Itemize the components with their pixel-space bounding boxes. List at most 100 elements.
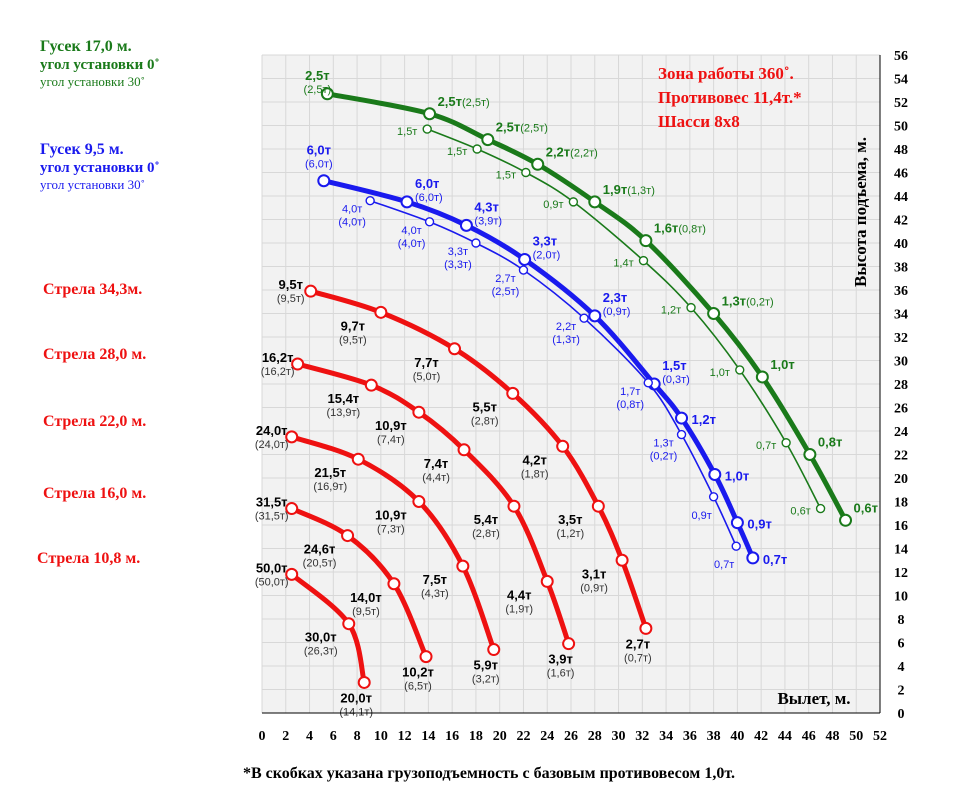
- point-load-sublabel: (3,9т): [474, 215, 502, 227]
- point-load-sublabel: (0,2т): [746, 297, 774, 309]
- point-load-label: 2,7т: [495, 273, 515, 285]
- data-point: [457, 443, 471, 457]
- point-load-sublabel: (0,2т): [650, 451, 678, 463]
- y-tick-label: 12: [894, 566, 908, 581]
- data-point: [365, 195, 375, 206]
- x-tick-label: 38: [707, 729, 721, 744]
- point-load-label: 1,5т: [496, 170, 516, 182]
- point-load-sublabel: (2,5т): [304, 84, 332, 96]
- point-load-label: 16,2т: [262, 350, 294, 365]
- legend-jib17-angle30: угол установки 30˚: [40, 74, 145, 90]
- x-tick-label: 16: [445, 729, 459, 744]
- x-tick-label: 6: [330, 729, 337, 744]
- point-load-sublabel: (0,7т): [624, 652, 652, 664]
- y-tick-label: 8: [898, 613, 905, 628]
- x-tick-label: 50: [849, 729, 863, 744]
- data-point: [707, 307, 721, 320]
- data-point: [521, 167, 531, 178]
- legend-boom108: Стрела 10,8 м.: [37, 550, 141, 567]
- data-point: [708, 492, 719, 502]
- legend-boom343: Стрела 34,3м.: [43, 281, 143, 298]
- x-tick-label: 48: [825, 729, 839, 744]
- data-point: [456, 559, 470, 573]
- data-point: [291, 357, 305, 371]
- data-point: [803, 448, 817, 461]
- point-load-sublabel: (0,8т): [678, 224, 706, 236]
- point-load-label: 30,0т: [305, 630, 337, 645]
- data-point: [351, 452, 365, 466]
- point-load-label: 1,2т: [661, 305, 681, 317]
- point-load-sublabel: (1,3т): [552, 334, 580, 346]
- x-axis-label: Вылет, м.: [777, 689, 850, 708]
- point-load-label: 5,9т: [474, 658, 498, 673]
- legend-jib95-angle30: угол установки 30˚: [40, 177, 145, 193]
- point-load-sublabel: (9,5т): [352, 606, 380, 618]
- series-line-7: [326, 91, 848, 522]
- x-tick-label: 14: [421, 729, 435, 744]
- y-tick-label: 32: [894, 331, 908, 346]
- point-load-label: 2,3т (0,9т): [603, 290, 631, 318]
- data-point: [320, 87, 334, 101]
- point-load-sublabel: (2,8т): [472, 528, 500, 540]
- point-load-label: 1,5т: [397, 126, 417, 138]
- chart-axes: 0 2 4 6 8 10 12 14 16 18 20 22 24 26 28 30 32 34 36 38 40 42 4…: [259, 49, 909, 744]
- point-load-sublabel: (2,2т): [570, 147, 598, 159]
- y-tick-label: 36: [894, 284, 908, 299]
- y-tick-label: 52: [894, 96, 908, 111]
- data-point: [746, 551, 760, 565]
- data-point: [285, 567, 299, 581]
- point-load-label: 3,3т (2,0т): [533, 233, 561, 261]
- y-tick-label: 0: [898, 707, 905, 722]
- point-load-sublabel: (2,0т): [533, 249, 561, 261]
- point-load-label: 3,3т: [448, 246, 468, 258]
- data-point: [531, 157, 545, 171]
- point-load-label: 2,7т: [626, 636, 650, 651]
- data-point: [735, 365, 745, 375]
- x-tick-label: 0: [259, 729, 266, 744]
- y-tick-label: 28: [894, 378, 908, 393]
- data-point: [423, 107, 437, 121]
- point-load-sublabel: (0,9т): [603, 306, 631, 318]
- point-load-label: 21,5т: [314, 465, 346, 480]
- point-load-label: 31,5т: [256, 495, 288, 510]
- y-tick-label: 38: [894, 261, 908, 276]
- point-load-label: 6,0т (6,0т): [415, 176, 443, 204]
- x-tick-label: 20: [493, 729, 507, 744]
- x-tick-label: 32: [635, 729, 649, 744]
- data-point: [364, 378, 378, 392]
- legend-boom220: Стрела 22,0 м.: [43, 413, 147, 430]
- point-load-sublabel: (7,3т): [377, 524, 405, 536]
- point-load-label: 1,7т: [620, 386, 640, 398]
- legend-boom160: Стрела 16,0 м.: [43, 485, 147, 502]
- legend-jib95-angle0: угол установки 0˚: [40, 160, 160, 177]
- data-point: [675, 411, 689, 425]
- y-tick-label: 56: [894, 49, 908, 64]
- x-tick-label: 34: [659, 729, 673, 744]
- y-tick-label: 14: [894, 543, 908, 558]
- point-load-sublabel: (1,6т): [547, 668, 575, 680]
- data-point: [387, 577, 401, 591]
- point-load-label: 7,7т: [414, 355, 438, 370]
- point-load-sublabel: (5,0т): [413, 371, 441, 383]
- x-tick-label: 40: [730, 729, 744, 744]
- point-load-label: 15,4т: [328, 391, 360, 406]
- point-load-label: 9,7т: [341, 318, 365, 333]
- point-load-label: 0,9т: [691, 510, 711, 522]
- data-point: [412, 405, 426, 419]
- point-load-sublabel: (0,9т): [580, 582, 608, 594]
- data-point: [591, 499, 605, 513]
- series-line-5: [323, 178, 756, 559]
- point-load-label: 3,5т: [558, 512, 582, 527]
- data-point: [562, 637, 576, 651]
- point-load-sublabel: (4,4т): [422, 472, 450, 484]
- y-tick-label: 30: [894, 355, 908, 370]
- y-tick-label: 54: [894, 73, 908, 88]
- data-point: [815, 503, 826, 514]
- legend-boom280: Стрела 28,0 м.: [43, 346, 147, 363]
- point-load-sublabel: (31,5т): [255, 511, 289, 523]
- legend-jib17-title: Гусек 17,0 м.: [40, 38, 132, 55]
- series-line-1: [290, 506, 429, 658]
- point-load-label: 0,7т: [763, 552, 787, 567]
- y-tick-label: 10: [894, 590, 908, 605]
